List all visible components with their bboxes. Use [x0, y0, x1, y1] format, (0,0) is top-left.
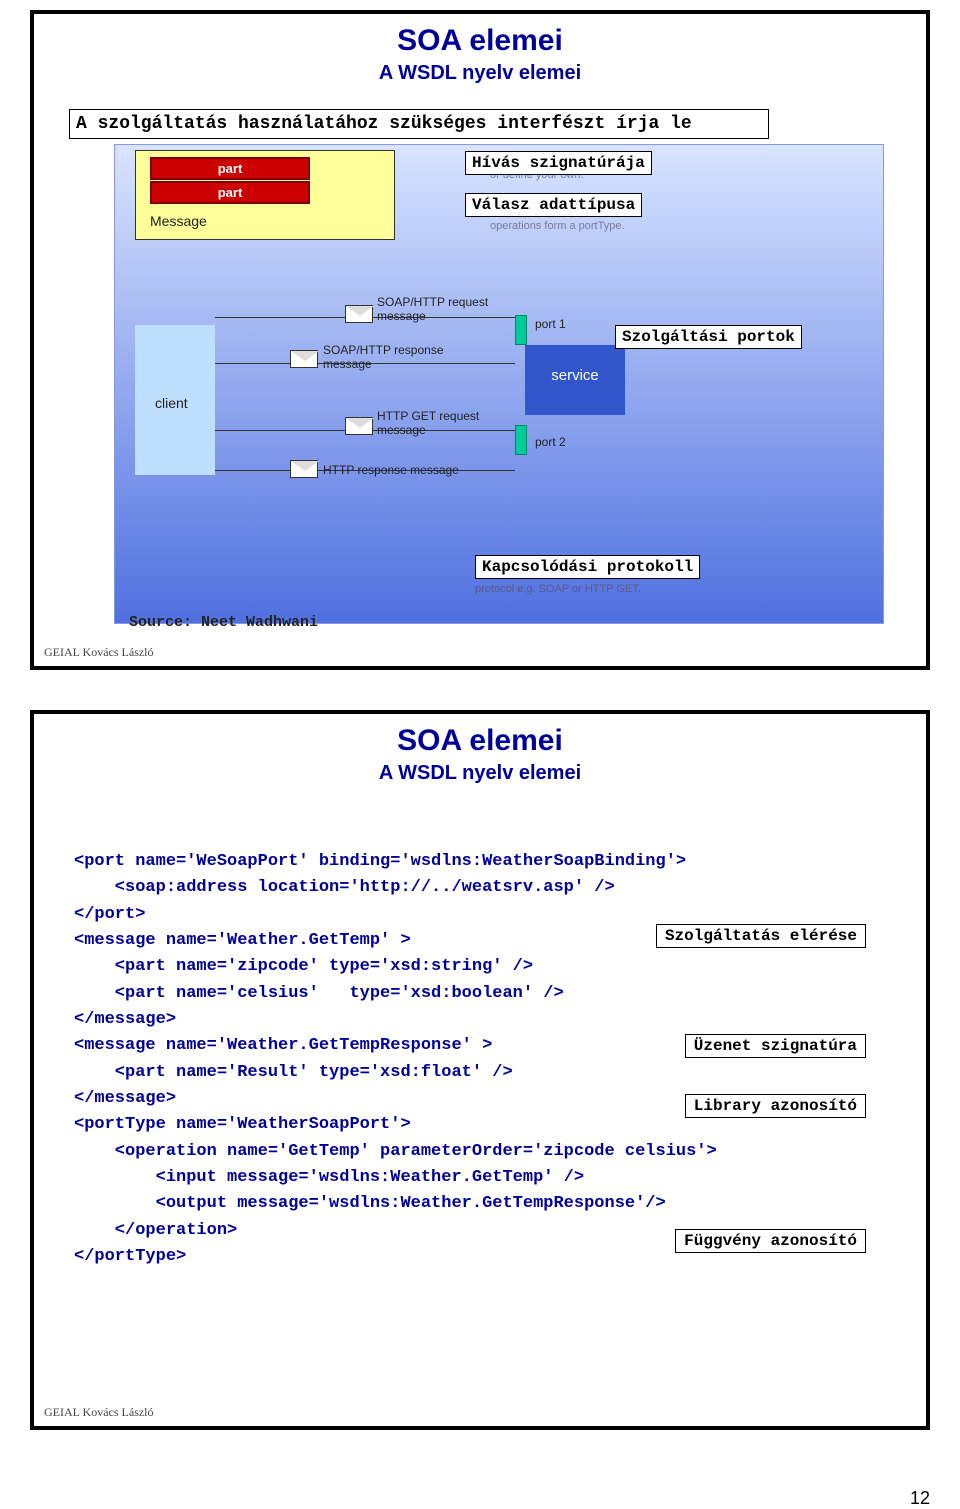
envelope-http-get — [345, 417, 373, 435]
slide-2: SOA elemei A WSDL nyelv elemei <port nam… — [30, 710, 930, 1430]
wsdl-diagram: part part Message or define your own. op… — [114, 144, 884, 624]
lbl-http-get: HTTP GET request — [377, 409, 479, 423]
slide1-title: SOA elemei — [34, 14, 926, 58]
lbl-http-res: HTTP response message — [323, 463, 459, 477]
part-box-1: part — [150, 157, 310, 180]
page-number: 12 — [0, 1470, 960, 1509]
callout-ports: Szolgáltási portok — [615, 325, 802, 349]
callout-response-type: Válasz adattípusa — [465, 193, 642, 217]
slide1-author: GEIAL Kovács László — [44, 645, 154, 660]
tag-service-access: Szolgáltatás elérése — [656, 924, 866, 948]
bg-text-porttype: operations form a portType. — [490, 220, 625, 232]
bg-text-protocol: protocol e.g. SOAP or HTTP GET. — [475, 583, 641, 595]
service-box: service — [525, 345, 625, 415]
tag-function-id: Függvény azonosító — [675, 1229, 866, 1253]
lbl-soap-res: SOAP/HTTP response — [323, 343, 444, 357]
message-label: Message — [150, 213, 207, 229]
slide-1: SOA elemei A WSDL nyelv elemei A szolgál… — [30, 10, 930, 670]
slide2-subtitle: A WSDL nyelv elemei — [34, 758, 926, 785]
port-2 — [515, 425, 527, 455]
client-label: client — [155, 395, 188, 411]
slide2-author: GEIAL Kovács László — [44, 1405, 154, 1420]
envelope-soap-req — [345, 305, 373, 323]
tag-message-signature: Üzenet szignatúra — [685, 1034, 866, 1058]
envelope-soap-res — [290, 350, 318, 368]
callout-protocol: Kapcsolódási protokoll — [475, 555, 700, 579]
wsdl-code: <port name='WeSoapPort' binding='wsdlns:… — [74, 849, 894, 1271]
lbl-http-get2: message — [377, 423, 426, 437]
lbl-soap-req: SOAP/HTTP request — [377, 295, 488, 309]
envelope-http-res — [290, 460, 318, 478]
slide1-description-box: A szolgáltatás használatához szükséges i… — [69, 109, 769, 139]
tag-library-id: Library azonosító — [685, 1094, 866, 1118]
port-1 — [515, 315, 527, 345]
port1-label: port 1 — [535, 317, 566, 331]
lbl-soap-req2: message — [377, 309, 426, 323]
callout-call-signature: Hívás szignatúrája — [465, 151, 652, 175]
part-box-2: part — [150, 181, 310, 204]
slide1-subtitle: A WSDL nyelv elemei — [34, 58, 926, 85]
lbl-soap-res2: message — [323, 357, 372, 371]
port2-label: port 2 — [535, 435, 566, 449]
slide1-source: Source: Neet Wadhwani — [129, 614, 318, 631]
slide2-title: SOA elemei — [34, 714, 926, 758]
